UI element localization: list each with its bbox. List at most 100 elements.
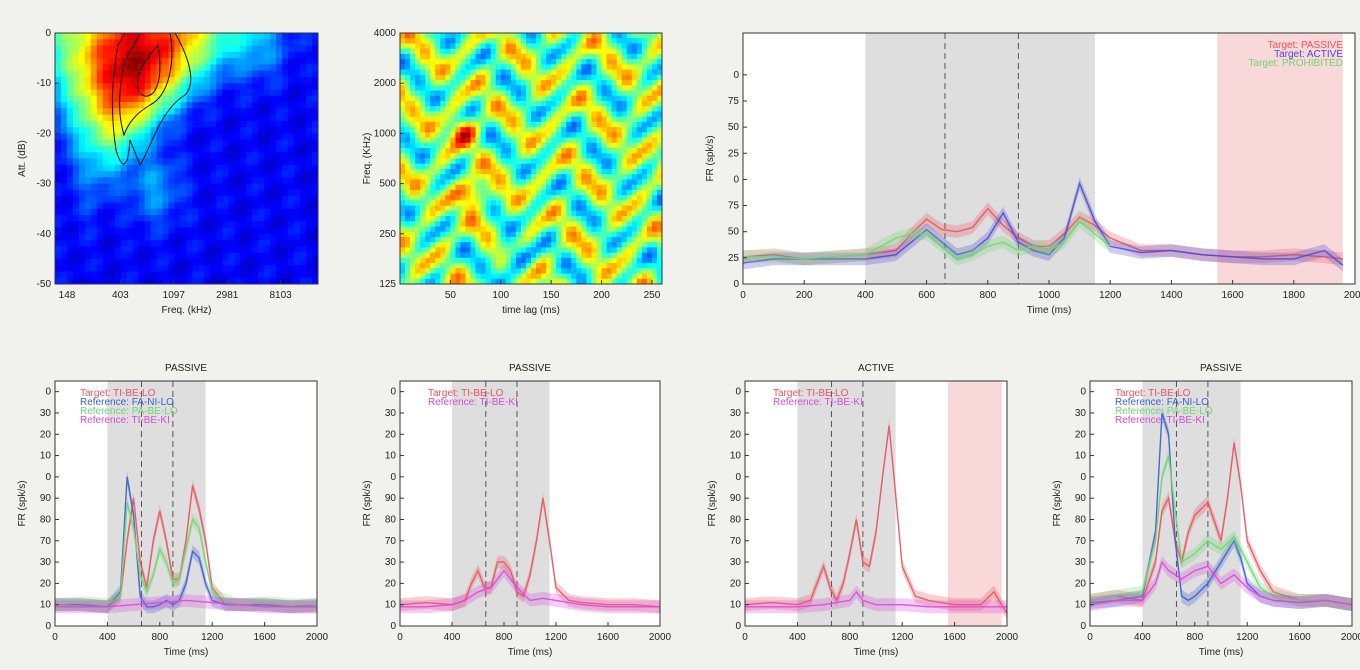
heatmap-cell bbox=[470, 100, 477, 107]
heatmap-cell bbox=[228, 102, 235, 109]
heatmap-cell bbox=[475, 116, 482, 123]
heatmap-cell bbox=[405, 111, 411, 118]
heatmap-cell bbox=[228, 214, 235, 222]
heatmap-cell bbox=[55, 127, 62, 134]
heatmap-cell bbox=[465, 85, 472, 92]
heatmap-cell bbox=[465, 195, 472, 201]
heatmap-cell bbox=[616, 231, 623, 238]
heatmap-cell bbox=[626, 95, 633, 102]
heatmap-cell bbox=[270, 196, 277, 204]
heatmap-cell bbox=[531, 137, 537, 144]
heatmap-cell bbox=[228, 95, 235, 103]
heatmap-cell bbox=[651, 64, 658, 71]
heatmap-cell bbox=[601, 174, 608, 181]
heatmap-cell bbox=[546, 59, 552, 65]
heatmap-cell bbox=[611, 231, 618, 238]
heatmap-cell bbox=[306, 51, 313, 59]
heatmap-cell bbox=[651, 236, 658, 243]
heatmap-cell bbox=[270, 158, 277, 166]
heatmap-cell bbox=[621, 53, 628, 60]
heatmap-cell bbox=[536, 168, 542, 175]
heatmap-cell bbox=[631, 53, 638, 60]
heatmap-cell bbox=[120, 252, 128, 260]
heatmap-cell bbox=[132, 277, 140, 284]
heatmap-cell bbox=[246, 177, 253, 185]
heatmap-cell bbox=[150, 95, 158, 103]
heatmap-cell bbox=[455, 85, 462, 92]
heatmap-cell bbox=[312, 102, 318, 109]
heatmap-cell bbox=[596, 153, 603, 160]
heatmap-cell bbox=[556, 64, 562, 71]
heatmap-cell bbox=[150, 183, 158, 191]
heatmap-cell bbox=[288, 64, 295, 72]
heatmap-cell bbox=[55, 233, 62, 241]
heatmap-cell bbox=[450, 163, 457, 170]
heatmap-cell bbox=[156, 76, 164, 84]
heatmap-cell bbox=[510, 247, 517, 254]
heatmap-cell bbox=[551, 53, 557, 60]
heatmap-cell bbox=[102, 120, 110, 128]
heatmap-cell bbox=[525, 263, 532, 269]
heatmap-cell bbox=[180, 240, 188, 247]
heatmap-cell bbox=[581, 137, 588, 144]
heatmap-cell bbox=[596, 90, 603, 97]
heatmap-cell bbox=[312, 33, 318, 40]
heatmap-cell bbox=[400, 179, 406, 186]
heatmap-cell bbox=[455, 33, 462, 39]
heatmap-cell bbox=[445, 74, 451, 81]
heatmap-cell bbox=[495, 33, 502, 39]
heatmap-cell bbox=[520, 205, 527, 212]
heatmap-cell bbox=[312, 265, 318, 273]
heatmap-cell bbox=[470, 53, 477, 60]
heatmap-cell bbox=[138, 233, 146, 241]
heatmap-cell bbox=[306, 214, 313, 222]
heatmap-cell bbox=[601, 278, 608, 284]
heatmap-cell bbox=[270, 70, 277, 78]
heatmap-cell bbox=[460, 95, 467, 102]
heatmap-cell bbox=[288, 214, 295, 222]
heatmap-cell bbox=[306, 252, 313, 260]
heatmap-cell bbox=[566, 242, 572, 248]
heatmap-cell bbox=[505, 116, 512, 123]
heatmap-cell bbox=[546, 48, 552, 55]
heatmap-cell bbox=[410, 33, 416, 39]
heatmap-cell bbox=[90, 64, 98, 72]
heatmap-cell bbox=[520, 195, 527, 201]
heatmap-cell bbox=[132, 51, 140, 59]
y-tick-label: 125 bbox=[379, 279, 396, 290]
heatmap-cell bbox=[500, 236, 507, 243]
heatmap-cell bbox=[450, 106, 457, 113]
heatmap-cell bbox=[566, 53, 572, 60]
heatmap-cell bbox=[120, 246, 128, 254]
heatmap-cell bbox=[294, 214, 301, 222]
heatmap-cell bbox=[78, 196, 86, 204]
heatmap-cell bbox=[415, 90, 421, 97]
heatmap-cell bbox=[546, 268, 552, 275]
heatmap-cell bbox=[174, 33, 182, 40]
heatmap-cell bbox=[282, 102, 289, 109]
heatmap-cell bbox=[641, 189, 648, 196]
heatmap-cell bbox=[455, 100, 462, 107]
heatmap-cell bbox=[500, 221, 507, 228]
heatmap-cell bbox=[455, 231, 462, 238]
heatmap-cell bbox=[561, 148, 567, 154]
heatmap-cell bbox=[246, 221, 253, 229]
heatmap-cell bbox=[126, 252, 134, 260]
heatmap-cell bbox=[596, 257, 603, 264]
heatmap-cell bbox=[551, 179, 557, 186]
heatmap-cell bbox=[455, 242, 462, 248]
heatmap-cell bbox=[470, 33, 477, 39]
heatmap-cell bbox=[520, 189, 527, 196]
heatmap-cell bbox=[490, 116, 497, 123]
heatmap-cell bbox=[430, 106, 436, 113]
heatmap-cell bbox=[631, 153, 638, 160]
heatmap-cell bbox=[234, 202, 241, 210]
heatmap-cell bbox=[566, 278, 572, 284]
heatmap-cell bbox=[606, 184, 613, 191]
heatmap-cell bbox=[551, 174, 557, 181]
heatmap-cell bbox=[132, 227, 140, 235]
heatmap-cell bbox=[144, 51, 152, 59]
heatmap-cell bbox=[78, 133, 86, 141]
heatmap-cell bbox=[410, 221, 416, 228]
heatmap-cell bbox=[440, 59, 446, 65]
